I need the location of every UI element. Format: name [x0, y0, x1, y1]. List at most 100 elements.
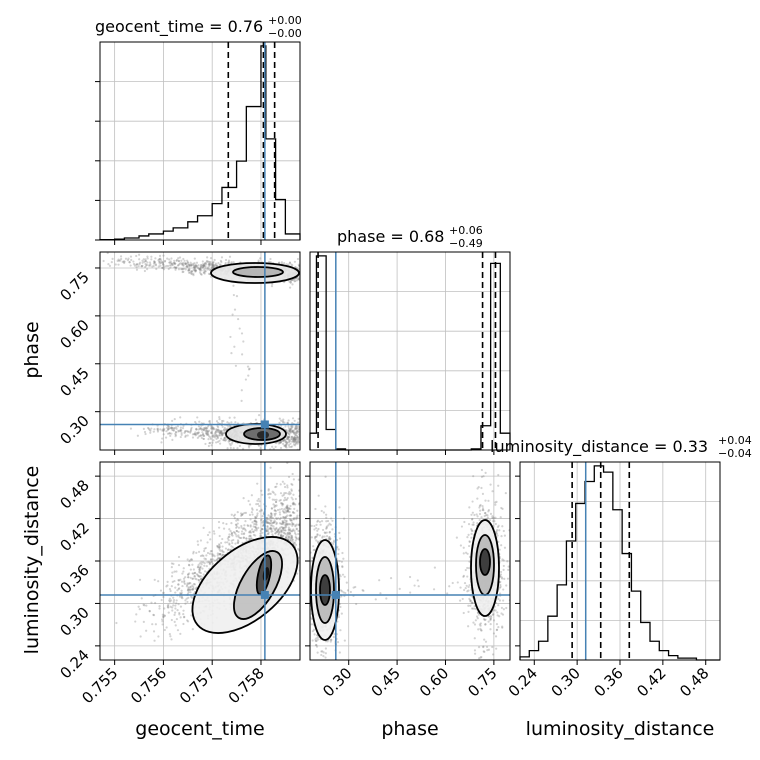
- scatter-point: [151, 265, 154, 268]
- scatter-point: [170, 264, 173, 267]
- scatter-point: [230, 533, 233, 536]
- scatter-point: [295, 427, 299, 430]
- scatter-point: [242, 536, 245, 539]
- scatter-point: [246, 524, 249, 527]
- scatter-point: [162, 428, 166, 431]
- scatter-point: [287, 438, 290, 441]
- scatter-point: [256, 512, 259, 515]
- scatter-point: [242, 532, 245, 536]
- scatter-point: [217, 262, 220, 265]
- scatter-point: [270, 519, 273, 522]
- scatter-point: [179, 429, 182, 432]
- scatter-point: [162, 263, 165, 266]
- scatter-point: [148, 428, 151, 431]
- scatter-point: [279, 419, 283, 422]
- scatter-point: [300, 490, 302, 492]
- scatter-point: [294, 442, 297, 446]
- scatter-point: [278, 527, 281, 530]
- scatter-point: [270, 528, 273, 531]
- scatter-point: [260, 527, 264, 531]
- scatter-point: [292, 439, 295, 442]
- scatter-point: [229, 335, 232, 339]
- scatter-point: [284, 440, 287, 443]
- scatter-point: [253, 519, 256, 522]
- scatter-point: [491, 645, 494, 649]
- scatter-point: [178, 595, 182, 598]
- scatter-point: [193, 262, 196, 265]
- scatter-point: [283, 511, 286, 514]
- scatter-point: [191, 628, 194, 631]
- scatter-point: [478, 519, 481, 522]
- scatter-point: [284, 536, 288, 540]
- scatter-point: [278, 517, 282, 521]
- scatter-point: [205, 432, 208, 435]
- scatter-point: [472, 523, 475, 526]
- scatter-point: [169, 635, 172, 638]
- scatter-point: [223, 436, 226, 440]
- scatter-point: [187, 430, 190, 434]
- scatter-point: [260, 489, 263, 492]
- scatter-point: [464, 568, 467, 572]
- scatter-point: [209, 263, 212, 266]
- scatter-point: [282, 281, 286, 284]
- scatter-point: [468, 540, 471, 543]
- scatter-point: [278, 531, 281, 534]
- scatter-point: [228, 542, 231, 545]
- scatter-point: [325, 513, 328, 516]
- scatter-point: [201, 433, 205, 436]
- scatter-point: [261, 521, 264, 524]
- scatter-point: [186, 588, 190, 592]
- scatter-point: [203, 547, 206, 550]
- scatter-point: [170, 257, 173, 260]
- scatter-point: [147, 264, 151, 267]
- scatter-point: [235, 529, 238, 533]
- scatter-point: [203, 557, 206, 560]
- scatter-point: [288, 280, 291, 283]
- scatter-point: [198, 562, 201, 565]
- scatter-point: [289, 281, 292, 284]
- scatter-point: [260, 527, 264, 531]
- scatter-point: [208, 552, 212, 555]
- scatter-point: [221, 433, 224, 437]
- scatter-point: [281, 519, 284, 523]
- scatter-point: [165, 430, 168, 433]
- scatter-point: [174, 432, 177, 436]
- scatter-point: [156, 430, 160, 433]
- scatter-point: [242, 496, 245, 500]
- scatter-point: [225, 522, 228, 526]
- scatter-point: [220, 256, 224, 259]
- scatter-point: [182, 257, 185, 261]
- scatter-point: [195, 264, 198, 268]
- scatter-point: [192, 268, 195, 271]
- scatter-point: [165, 585, 168, 588]
- scatter-point: [174, 268, 177, 271]
- scatter-point: [218, 429, 221, 432]
- scatter-point: [128, 261, 131, 264]
- scatter-point: [234, 523, 238, 526]
- scatter-point: [291, 431, 295, 434]
- scatter-point: [244, 511, 248, 514]
- scatter-point: [170, 562, 174, 565]
- scatter-point: [247, 446, 251, 449]
- scatter-point: [192, 263, 195, 267]
- scatter-point: [473, 649, 477, 652]
- scatter-point: [210, 262, 213, 265]
- scatter-point: [199, 272, 203, 276]
- scatter-point: [174, 591, 177, 594]
- scatter-point: [284, 445, 287, 448]
- scatter-point: [307, 487, 309, 489]
- scatter-point: [237, 530, 240, 534]
- scatter-point: [279, 516, 282, 519]
- scatter-point: [290, 534, 294, 538]
- scatter-point: [304, 427, 306, 429]
- scatter-point: [257, 259, 260, 262]
- scatter-point: [194, 420, 197, 424]
- scatter-point: [291, 483, 294, 487]
- scatter-point: [338, 531, 341, 534]
- scatter-point: [282, 499, 286, 502]
- scatter-point: [287, 492, 290, 495]
- scatter-point: [283, 496, 287, 499]
- scatter-point: [126, 259, 130, 262]
- scatter-point: [256, 514, 259, 517]
- scatter-point: [146, 257, 149, 260]
